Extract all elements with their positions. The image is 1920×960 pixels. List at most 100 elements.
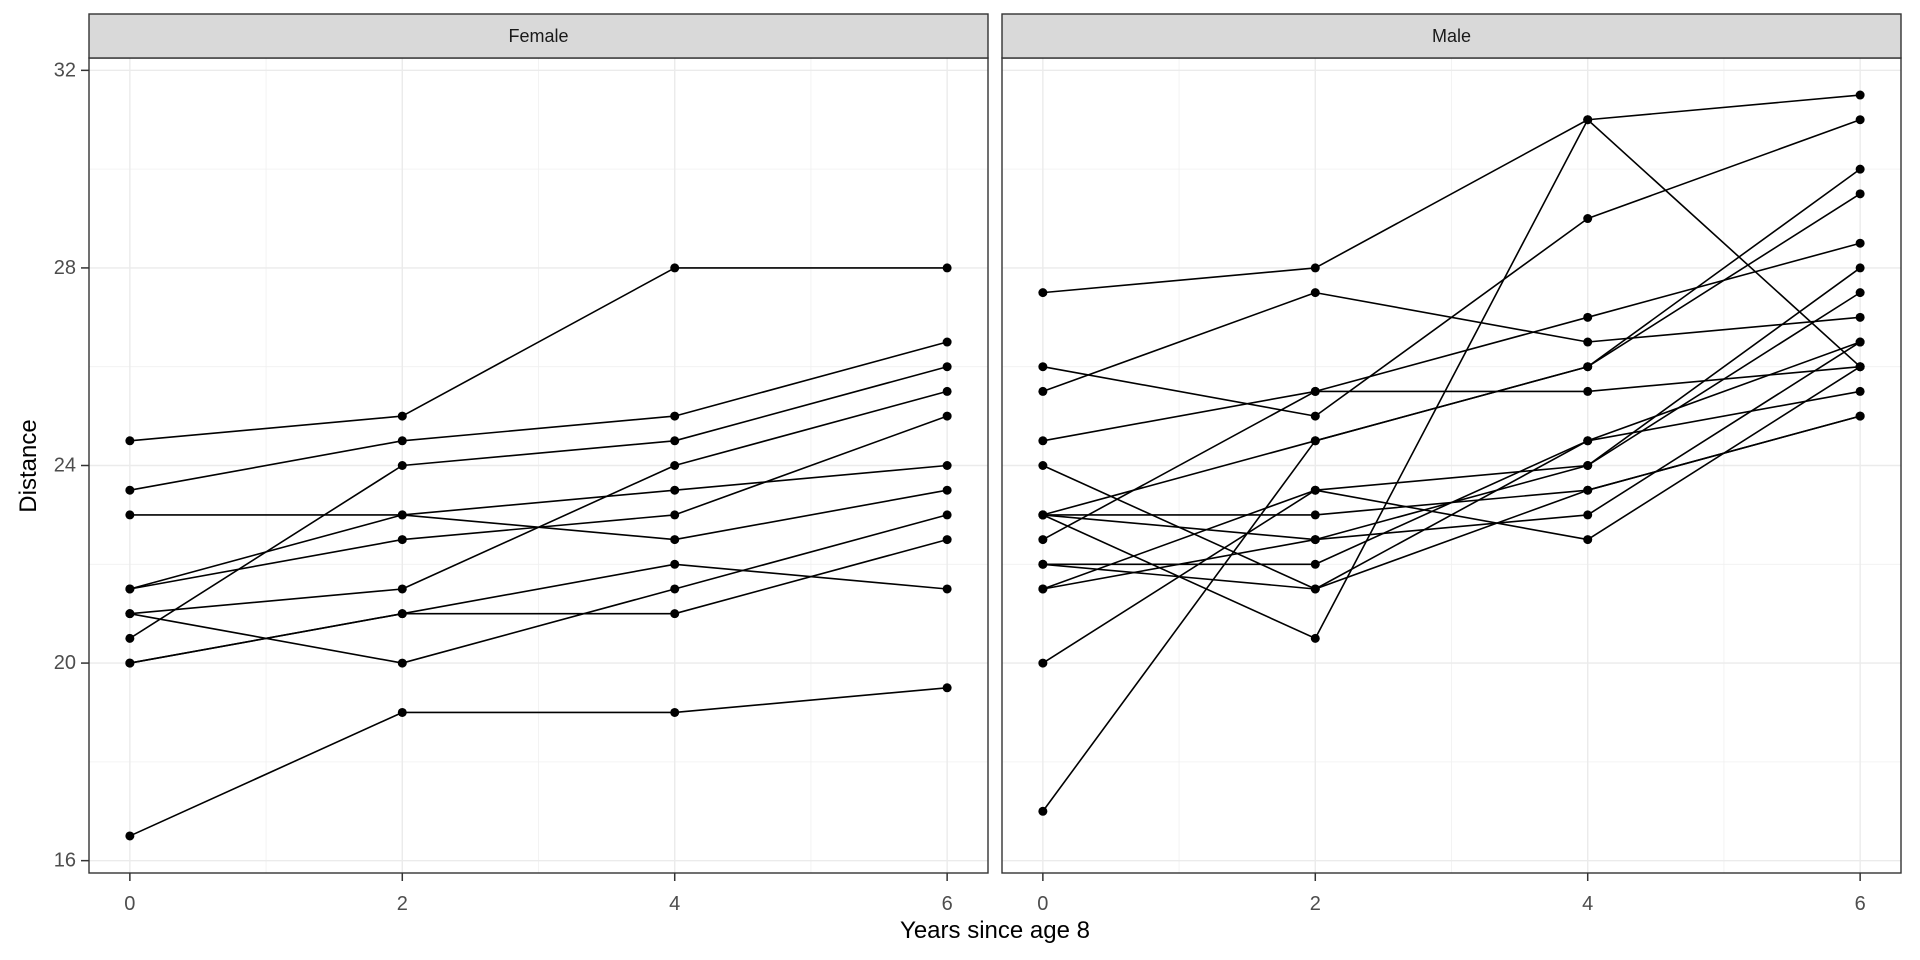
data-point (125, 584, 135, 594)
data-point (670, 535, 680, 545)
data-point (1038, 510, 1048, 520)
data-point (1855, 238, 1865, 248)
data-point (670, 436, 680, 446)
data-point (1038, 559, 1048, 569)
data-point (397, 461, 407, 470)
data-point (125, 609, 135, 619)
data-point (1855, 312, 1865, 322)
data-point (942, 510, 952, 520)
data-point (397, 411, 407, 421)
data-point (942, 584, 952, 594)
x-tick-label: 0 (124, 893, 135, 915)
data-point (1310, 411, 1320, 421)
y-tick-label: 16 (54, 850, 76, 872)
data-point (1310, 436, 1320, 446)
data-point (942, 386, 952, 396)
data-point (1038, 658, 1048, 668)
data-point (942, 263, 952, 273)
data-point (670, 559, 680, 569)
data-point (670, 609, 680, 619)
data-point (1855, 386, 1865, 396)
subject-line-M16 (1042, 415, 1861, 590)
data-point (1855, 115, 1865, 125)
subject-line-F09 (129, 563, 948, 664)
data-point (942, 461, 952, 470)
data-point (1855, 164, 1865, 174)
data-point (1038, 386, 1048, 396)
y-tick-label: 32 (54, 59, 76, 81)
subject-line-F04 (129, 341, 948, 491)
data-point (125, 831, 135, 841)
subject-line-F07 (129, 415, 948, 590)
subject-line-F10 (129, 686, 948, 837)
data-point (397, 658, 407, 668)
data-point (942, 485, 952, 495)
x-tick-label: 6 (942, 893, 953, 915)
y-axis-title: Distance (15, 419, 42, 512)
subject-line-M08 (1042, 390, 1861, 590)
data-point (1583, 362, 1593, 372)
data-point (1038, 535, 1048, 545)
data-point (670, 584, 680, 594)
data-point (125, 510, 135, 520)
data-point (1310, 633, 1320, 643)
data-point (1310, 263, 1320, 273)
data-point (1855, 337, 1865, 347)
subject-line-F11 (129, 267, 948, 442)
data-point (670, 510, 680, 520)
data-point (397, 436, 407, 446)
data-point (1583, 485, 1593, 495)
data-point (1855, 411, 1865, 421)
x-axis-title: Years since age 8 (900, 917, 1090, 944)
subject-line-M15 (1042, 168, 1861, 516)
panel-male: Male 0 2 4 6 (1001, 13, 1902, 915)
data-point (1583, 337, 1593, 347)
facet-strip (1001, 13, 1902, 59)
data-point (670, 707, 680, 717)
data-point (1310, 584, 1320, 594)
data-point (942, 683, 952, 693)
y-tick-label: 28 (54, 257, 76, 279)
subject-line-M12 (1042, 267, 1861, 590)
data-point (1310, 510, 1320, 520)
data-point (397, 535, 407, 545)
data-point (670, 263, 680, 273)
data-point (1310, 559, 1320, 569)
subject-line-M04 (1042, 291, 1861, 393)
panel-female: Female 0 2 4 6 (88, 13, 989, 915)
x-tick-label: 0 (1037, 893, 1048, 915)
x-tick-label: 6 (1855, 893, 1866, 915)
data-point (1583, 510, 1593, 520)
y-tick-label: 24 (54, 455, 76, 477)
data-point (1583, 535, 1593, 545)
data-point (1583, 214, 1593, 224)
data-point (1855, 90, 1865, 100)
data-point (397, 510, 407, 520)
data-point (942, 411, 952, 421)
facet-strip-label: Male (1432, 26, 1471, 46)
data-point (1855, 189, 1865, 199)
data-point (125, 485, 135, 495)
data-point (125, 436, 135, 446)
x-tick-label: 4 (669, 893, 680, 915)
data-point (670, 461, 680, 470)
data-point (942, 337, 952, 347)
data-point (1038, 362, 1048, 372)
data-point (1583, 312, 1593, 322)
data-point (1310, 485, 1320, 495)
data-point (397, 584, 407, 594)
data-point (1038, 436, 1048, 446)
data-point (670, 485, 680, 495)
data-point (1855, 263, 1865, 273)
data-point (1310, 288, 1320, 298)
data-point (125, 658, 135, 668)
subject-line-M14 (1042, 365, 1861, 541)
data-point (397, 707, 407, 717)
x-tick-label: 2 (1310, 893, 1321, 915)
data-point (942, 535, 952, 545)
data-point (1583, 461, 1593, 470)
data-point (942, 362, 952, 372)
data-point (670, 411, 680, 421)
